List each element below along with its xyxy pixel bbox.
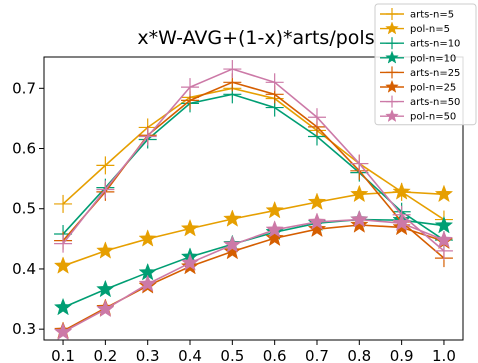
legend-label: arts-n=50: [410, 97, 460, 108]
legend-label: arts-n=25: [410, 68, 460, 79]
y-tick-label: 0.3: [12, 320, 36, 338]
data-point: [307, 219, 327, 238]
data-point: [138, 274, 157, 292]
legend-entry: pol-n=10: [380, 50, 456, 64]
legend-entry: pol-n=50: [380, 108, 456, 123]
series-line: [62, 224, 445, 332]
data-point: [96, 180, 115, 199]
legend-label: pol-n=10: [410, 53, 456, 64]
data-point: [392, 213, 411, 232]
y-tick-label: 0.5: [12, 200, 36, 218]
legend-label: arts-n=10: [410, 39, 460, 50]
data-point: [54, 234, 73, 253]
legend-label: arts-n=5: [410, 10, 454, 21]
legend-label: pol-n=50: [410, 112, 456, 123]
data-point: [223, 209, 242, 227]
data-point: [307, 108, 326, 127]
x-tick-label: 0.7: [305, 347, 329, 363]
legend-entry: pol-n=25: [380, 79, 456, 94]
data-point: [138, 229, 157, 247]
legend-marker: [385, 21, 399, 35]
series-arts-n=50: [54, 60, 453, 260]
data-point: [96, 156, 115, 175]
data-point: [307, 212, 327, 230]
data-point: [138, 127, 157, 146]
data-point: [265, 73, 284, 92]
data-point: [265, 220, 284, 238]
y-tick-label: 0.7: [12, 79, 36, 97]
data-point: [265, 228, 284, 247]
legend-marker: [386, 37, 398, 50]
data-point: [434, 241, 453, 260]
series-line: [62, 218, 445, 333]
data-point: [223, 60, 242, 79]
data-point: [434, 215, 454, 234]
data-point: [180, 218, 200, 237]
x-tick-label: 0.5: [220, 347, 244, 363]
y-tick-label: 0.4: [12, 260, 36, 278]
legend-label: pol-n=25: [410, 83, 456, 94]
legend-entry: pol-n=5: [380, 21, 450, 35]
series-layer: [53, 60, 454, 341]
data-point: [96, 299, 115, 318]
data-point: [223, 241, 242, 260]
data-point: [307, 192, 327, 210]
data-point: [223, 235, 242, 253]
series-pol-n=25: [53, 215, 454, 339]
x-tick-label: 0.4: [178, 347, 202, 363]
data-point: [181, 78, 200, 97]
x-tick-label: 0.8: [347, 347, 371, 363]
series-line: [62, 68, 445, 252]
data-point: [54, 194, 73, 213]
legend-entry: arts-n=10: [380, 37, 460, 50]
data-point: [265, 200, 284, 219]
data-point: [392, 182, 411, 200]
series-line: [62, 87, 445, 221]
chart-title: x*W-AVG+(1-x)*arts/pols: [137, 27, 374, 49]
series-pol-n=50: [53, 209, 454, 341]
data-point: [350, 209, 369, 228]
data-point: [53, 322, 73, 341]
data-point: [96, 241, 115, 259]
x-tick-label: 0.3: [136, 347, 160, 363]
y-tick-label: 0.6: [12, 140, 36, 158]
data-point: [350, 184, 369, 203]
data-point: [434, 184, 454, 203]
legend: arts-n=5 pol-n=5 arts-n=10 pol-n=10 arts-n=2…: [374, 3, 477, 126]
data-point: [53, 297, 73, 316]
legend-marker: [385, 108, 399, 123]
data-point: [53, 256, 73, 274]
x-tick-label: 0.2: [93, 347, 117, 363]
legend-marker: [386, 95, 398, 108]
legend-entry: arts-n=5: [380, 8, 454, 21]
data-point: [96, 279, 115, 298]
legend-marker: [386, 66, 398, 79]
legend-marker: [385, 50, 399, 64]
series-line: [62, 218, 445, 309]
data-point: [180, 253, 200, 271]
x-tick-label: 1.0: [432, 347, 456, 363]
legend-entry: arts-n=50: [380, 95, 460, 108]
x-tick-label: 0.6: [263, 347, 287, 363]
series-pol-n=5: [53, 182, 454, 274]
legend-frame: [374, 3, 477, 126]
axis-ticks: 0.1 0.2 0.3 0.4 0.5 0.6 0.7 0.8 0.9 1.0 0.3 0.4 0.5 0…: [12, 79, 456, 363]
plot-area-frame: [43, 56, 464, 341]
x-tick-label: 0.1: [51, 347, 75, 363]
x-tick-label: 0.9: [390, 347, 414, 363]
legend-marker: [385, 79, 399, 93]
data-point: [434, 230, 454, 248]
data-point: [350, 154, 369, 173]
data-point: [350, 215, 369, 233]
legend-marker: [386, 8, 398, 20]
legend-label: pol-n=5: [410, 24, 450, 35]
legend-entry: arts-n=25: [380, 66, 460, 79]
